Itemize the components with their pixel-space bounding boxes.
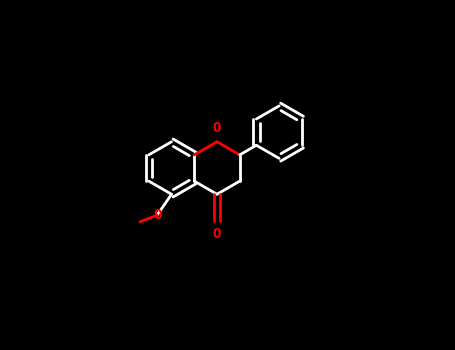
Text: O: O: [213, 227, 221, 241]
Text: O: O: [153, 208, 161, 222]
Text: O: O: [213, 121, 221, 135]
